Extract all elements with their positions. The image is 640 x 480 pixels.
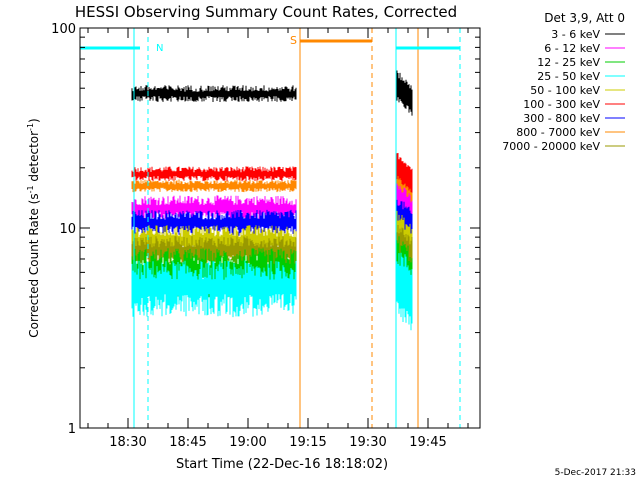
night-label: N bbox=[156, 43, 163, 54]
saa-label: S bbox=[290, 34, 297, 47]
y-axis-label-sup: -1 bbox=[26, 185, 35, 193]
x-tick-label: 19:30 bbox=[349, 435, 386, 450]
x-tick-label: 19:00 bbox=[229, 435, 266, 450]
x-tick-label: 19:15 bbox=[289, 435, 326, 450]
x-axis-label: Start Time (22-Dec-16 18:18:02) bbox=[176, 457, 388, 472]
footer-timestamp: 5-Dec-2017 21:33 bbox=[555, 468, 636, 478]
y-tick-label: 100 bbox=[51, 22, 76, 37]
y-axis-label-mid: detector bbox=[27, 131, 41, 186]
data-layer bbox=[131, 70, 413, 331]
legend-title: Det 3,9, Att 0 bbox=[544, 11, 625, 25]
legend-label: 7000 - 20000 keV bbox=[502, 140, 600, 153]
y-tick-label: 1 bbox=[68, 422, 76, 437]
axes-layer: 1 10 100 18:30 18:45 19:00 19:15 19:30 19:45 bbox=[51, 22, 481, 450]
y-axis-label-main: Corrected Count Rate (s bbox=[27, 193, 41, 337]
legend-label: 6 - 12 keV bbox=[544, 42, 600, 55]
legend-label: 50 - 100 keV bbox=[530, 84, 600, 97]
y-axis-label-end: ) bbox=[27, 118, 41, 123]
y-axis-label-sup2: -1 bbox=[26, 123, 35, 131]
series-band bbox=[131, 85, 297, 102]
series-band bbox=[131, 209, 297, 236]
series-band bbox=[131, 260, 297, 318]
legend-label: 100 - 300 keV bbox=[523, 98, 600, 111]
series-3-6-kev bbox=[131, 70, 413, 116]
x-tick-label: 19:45 bbox=[409, 435, 446, 450]
series-band bbox=[131, 179, 297, 193]
legend-label: 25 - 50 keV bbox=[537, 70, 600, 83]
series-band bbox=[395, 70, 413, 116]
legend-label: 800 - 7000 keV bbox=[516, 126, 600, 139]
legend-label: 300 - 800 keV bbox=[523, 112, 600, 125]
series-100-300-kev bbox=[131, 153, 413, 193]
legend-label: 3 - 6 keV bbox=[551, 28, 600, 41]
chart-title: HESSI Observing Summary Count Rates, Cor… bbox=[75, 3, 457, 21]
y-axis-label: Corrected Count Rate (s-1 detector-1) bbox=[26, 118, 41, 337]
y-tick-label: 10 bbox=[59, 222, 76, 237]
legend-label: 12 - 25 keV bbox=[537, 56, 600, 69]
series-band bbox=[131, 195, 297, 221]
series-band bbox=[131, 166, 297, 182]
x-tick-label: 18:45 bbox=[169, 435, 206, 450]
x-tick-label: 18:30 bbox=[109, 435, 146, 450]
